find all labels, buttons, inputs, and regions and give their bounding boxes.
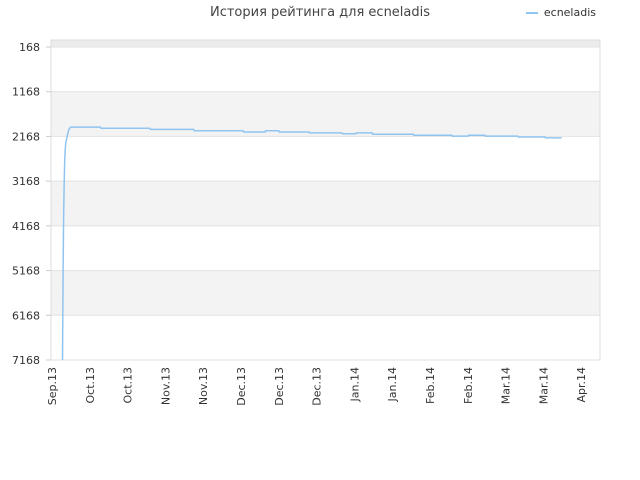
legend[interactable]: ecneladis: [525, 6, 596, 19]
gridlines: [51, 46, 600, 361]
plot-bands: [51, 40, 600, 316]
x-tick-label: Oct.13: [122, 367, 135, 404]
y-axis-ticks: 168 1168 2168 3168 4168 5168 6168 7168: [12, 41, 51, 367]
x-tick-label: Nov.13: [159, 367, 172, 405]
series-layer: [61, 126, 562, 361]
y-tick-label: 1168: [12, 86, 40, 99]
legend-swatch: [525, 11, 538, 14]
plot-band: [51, 91, 600, 137]
series-line-ecneladis: [61, 126, 562, 361]
x-tick-label: Feb.14: [424, 367, 437, 404]
y-tick-label: 5168: [12, 265, 40, 278]
x-tick-label: Jan.14: [348, 367, 361, 402]
y-tick-label: 7168: [12, 354, 40, 367]
y-tick-label: 2168: [12, 130, 40, 143]
x-tick-label: Mar.14: [537, 367, 550, 404]
legend-label: ecneladis: [543, 6, 596, 19]
x-tick-label: Mar.14: [500, 367, 513, 404]
y-tick-label: 3168: [12, 175, 40, 188]
x-axis-ticks: Sep.13 Oct.13 Oct.13 Nov.13 Nov.13 Dec.13 Dec.…: [46, 367, 588, 406]
plot-band: [51, 270, 600, 316]
x-tick-label: Oct.13: [84, 367, 97, 404]
y-tick-label: 6168: [12, 309, 40, 322]
x-tick-label: Sep.13: [46, 367, 59, 405]
x-tick-label: Feb.14: [462, 367, 475, 404]
x-tick-label: Dec.13: [235, 367, 248, 406]
x-tick-label: Jan.14: [386, 367, 399, 402]
x-tick-label: Nov.13: [197, 367, 210, 405]
plot-band: [51, 181, 600, 226]
y-tick-label: 168: [19, 41, 40, 54]
y-tick-label: 4168: [12, 220, 40, 233]
x-tick-label: Dec.13: [273, 367, 286, 406]
plot-band-top: [51, 40, 600, 47]
chart-title: История рейтинга для ecneladis: [209, 5, 431, 20]
x-tick-label: Apr.14: [575, 367, 588, 403]
x-tick-label: Dec.13: [311, 367, 324, 406]
